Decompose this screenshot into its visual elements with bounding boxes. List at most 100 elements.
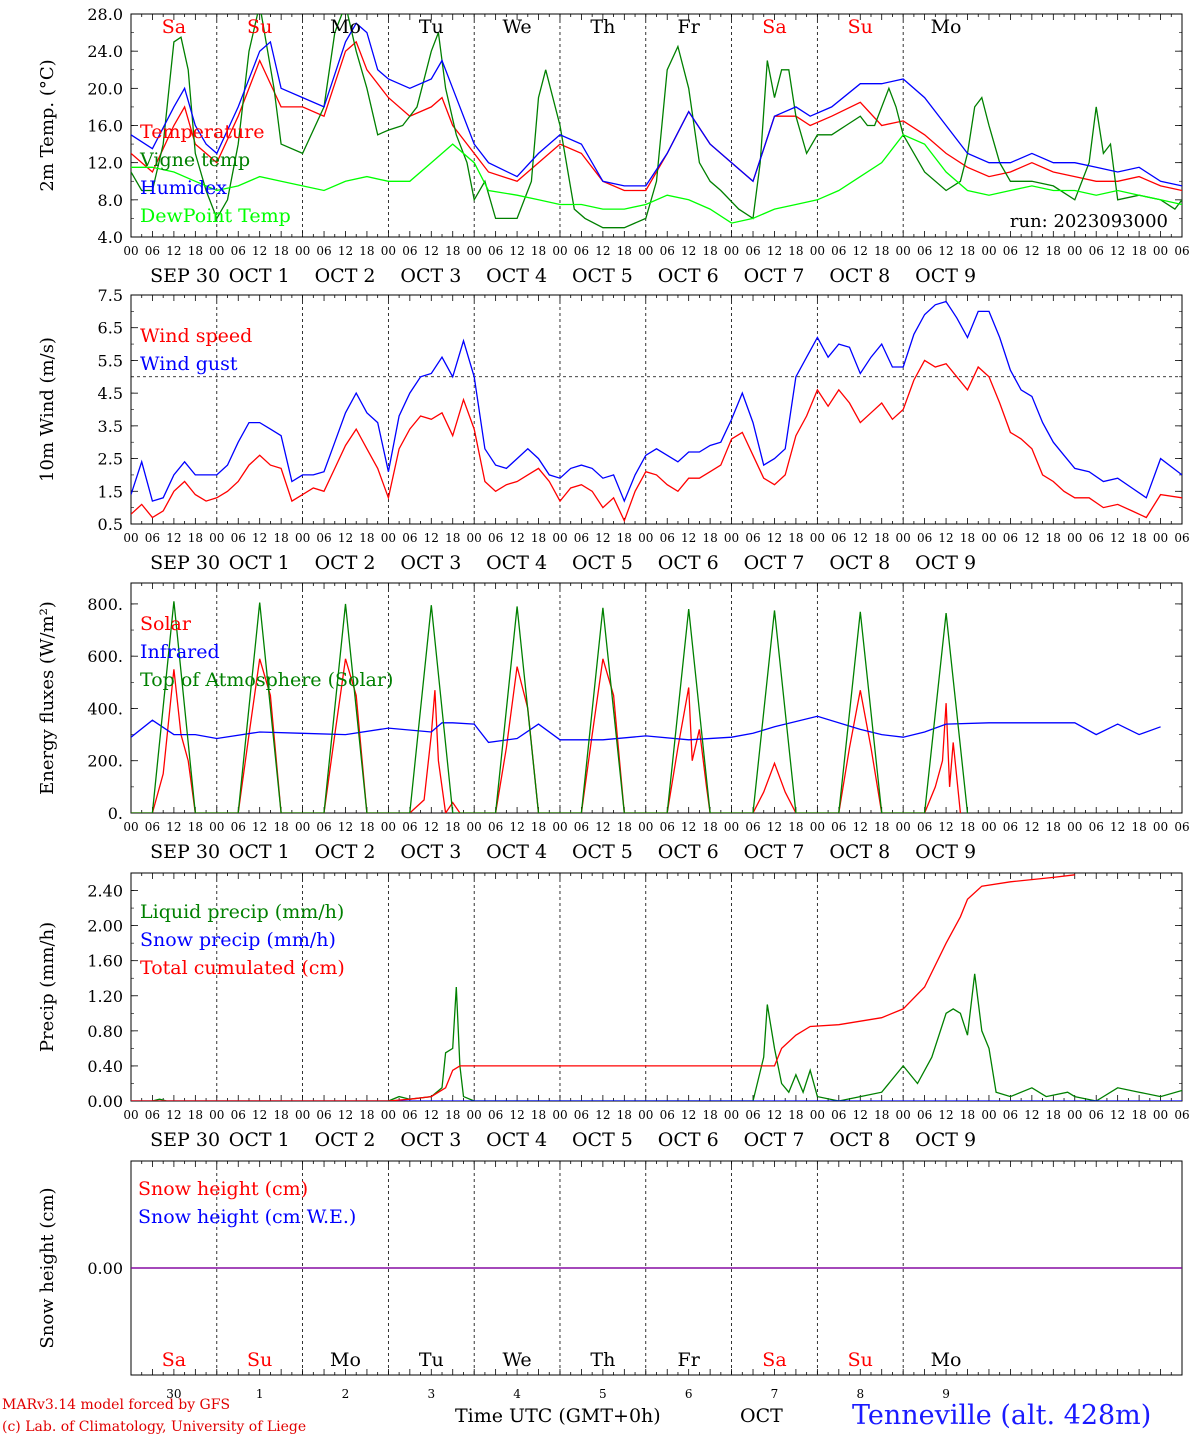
hour-label: 00 — [123, 244, 138, 258]
legend-entry: Solar — [140, 613, 192, 635]
series-line — [131, 300, 1182, 503]
weekday-label: Tu — [419, 1349, 444, 1371]
hour-label: 12 — [681, 820, 696, 834]
hour-label: 06 — [660, 820, 675, 834]
hour-label: 06 — [145, 244, 160, 258]
y-axis-label: Precip (mm/h) — [37, 922, 58, 1052]
weekday-label: Su — [848, 16, 873, 38]
y-tick-label: 7.5 — [98, 286, 123, 305]
hour-label: 06 — [574, 531, 589, 545]
weekday-label: Su — [848, 1349, 873, 1371]
day-number: 4 — [513, 1387, 521, 1401]
y-axis-label: Energy fluxes (W/m²) — [37, 601, 58, 795]
hour-label: 06 — [231, 1108, 246, 1122]
date-label: OCT 5 — [572, 1129, 633, 1151]
hour-label: 18 — [359, 820, 374, 834]
legend-entry: Wind gust — [140, 353, 238, 375]
hour-label: 06 — [145, 531, 160, 545]
hour-label: 12 — [252, 244, 267, 258]
hour-label: 18 — [445, 1108, 460, 1122]
weekday-label: Sa — [162, 16, 186, 38]
legend-entry: Snow precip (mm/h) — [140, 929, 336, 951]
date-label: OCT 4 — [486, 1129, 547, 1151]
y-tick-label: 16.0 — [87, 117, 123, 136]
hour-label: 06 — [917, 1108, 932, 1122]
hour-label: 12 — [424, 531, 439, 545]
hour-label: 00 — [1067, 531, 1082, 545]
hour-label: 12 — [1024, 820, 1039, 834]
hour-label: 00 — [1153, 531, 1168, 545]
y-tick-label: 28.0 — [87, 5, 123, 24]
hour-label: 18 — [188, 244, 203, 258]
date-label: OCT 8 — [829, 552, 890, 574]
hour-label: 18 — [1046, 244, 1061, 258]
lab-credit: (c) Lab. of Climatology, University of L… — [2, 1419, 307, 1435]
hour-label: 00 — [896, 244, 911, 258]
legend-entry: Snow height (cm W.E.) — [138, 1206, 356, 1228]
hour-label: 12 — [853, 244, 868, 258]
hour-label: 12 — [166, 244, 181, 258]
hour-label: 06 — [1089, 820, 1104, 834]
hour-label: 06 — [831, 820, 846, 834]
hour-label: 12 — [1110, 531, 1125, 545]
hour-label: 12 — [166, 820, 181, 834]
series-line — [131, 22, 1182, 187]
hour-label: 06 — [1089, 531, 1104, 545]
hour-label: 06 — [574, 244, 589, 258]
day-number: 30 — [166, 1387, 181, 1401]
date-label: OCT 7 — [744, 265, 805, 287]
hour-label: 06 — [1089, 244, 1104, 258]
hour-label: 12 — [338, 244, 353, 258]
legend-entry: Total cumulated (cm) — [140, 957, 345, 979]
hour-label: 12 — [1110, 820, 1125, 834]
hour-label: 12 — [166, 531, 181, 545]
series-line — [131, 359, 1182, 523]
date-label: OCT 3 — [400, 1129, 461, 1151]
hour-label: 06 — [145, 820, 160, 834]
hour-label: 06 — [745, 244, 760, 258]
hour-label: 00 — [981, 820, 996, 834]
hour-label: 18 — [1131, 244, 1146, 258]
hour-label: 12 — [1024, 1108, 1039, 1122]
hour-label: 06 — [917, 531, 932, 545]
hour-label: 12 — [853, 820, 868, 834]
hour-label: 12 — [595, 531, 610, 545]
hour-label: 06 — [145, 1108, 160, 1122]
date-label: SEP 30 — [150, 841, 220, 863]
hour-label: 06 — [1089, 1108, 1104, 1122]
hour-label: 12 — [681, 244, 696, 258]
hour-label: 00 — [552, 820, 567, 834]
series-line — [131, 134, 1182, 224]
weekday-label: Fr — [678, 16, 701, 38]
y-tick-label: 400. — [87, 699, 123, 718]
y-axis-label: Snow height (cm) — [37, 1187, 58, 1348]
y-tick-label: 1.60 — [87, 952, 123, 971]
date-label: OCT 9 — [915, 552, 976, 574]
hour-label: 06 — [316, 820, 331, 834]
series-line — [131, 715, 1161, 744]
date-label: OCT 6 — [658, 552, 719, 574]
weekday-label: Sa — [762, 16, 786, 38]
date-label: OCT 5 — [572, 265, 633, 287]
series-line — [131, 601, 969, 813]
hour-label: 12 — [424, 244, 439, 258]
hour-label: 12 — [767, 820, 782, 834]
hour-label: 06 — [917, 244, 932, 258]
panel-3: 00 06 12 18 00 06 12 18 00 06 12 18 00 06 12 18 00 06 12 18… — [37, 582, 1190, 863]
hour-label: 06 — [316, 531, 331, 545]
y-tick-label: 200. — [87, 752, 123, 771]
hour-label: 00 — [209, 531, 224, 545]
hour-label: 12 — [509, 1108, 524, 1122]
weekday-label: Mo — [330, 1349, 361, 1371]
hour-label: 12 — [338, 1108, 353, 1122]
hour-label: 06 — [231, 820, 246, 834]
day-number: 1 — [256, 1387, 264, 1401]
series-line — [131, 874, 1075, 1101]
date-label: OCT 2 — [315, 552, 376, 574]
y-tick-label: 20.0 — [87, 79, 123, 98]
y-tick-label: 600. — [87, 647, 123, 666]
hour-label: 00 — [295, 1108, 310, 1122]
hour-label: 18 — [874, 820, 889, 834]
y-tick-label: 2.5 — [98, 450, 123, 469]
